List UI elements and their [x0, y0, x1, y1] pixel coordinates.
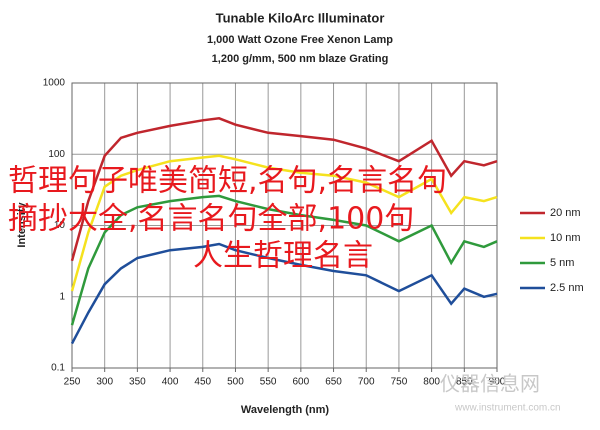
series-line — [70, 154, 498, 292]
x-tick-label: 650 — [325, 377, 342, 388]
legend-label: 10 nm — [550, 232, 581, 244]
legend-label: 5 nm — [550, 257, 574, 269]
overlay-text: 人生哲理名言 — [193, 239, 373, 274]
x-tick-label: 550 — [260, 377, 277, 388]
chart-subtitle: 1,200 g/mm, 500 nm blaze Grating — [212, 53, 389, 65]
x-tick-label: 900 — [489, 377, 506, 388]
y-tick-label: 1000 — [43, 78, 66, 89]
plot-frame — [71, 82, 498, 369]
y-tick-label: 100 — [48, 149, 65, 160]
legend-label: 20 nm — [550, 207, 581, 219]
y-tick-label: 0.1 — [51, 363, 65, 374]
overlay-text: 哲理句子唯美简短,名句,名言名句 — [8, 164, 447, 199]
x-tick-label: 800 — [423, 377, 440, 388]
x-tick-label: 500 — [227, 377, 244, 388]
x-tick-label: 750 — [391, 377, 408, 388]
x-tick-label: 350 — [129, 377, 146, 388]
y-tick-label: 10 — [54, 220, 66, 231]
series-line — [70, 117, 498, 262]
x-tick-label: 400 — [162, 377, 179, 388]
overlay-text: 摘抄大全,名言名句全部,100句 — [8, 202, 414, 237]
chart-title: Tunable KiloArc Illuminator — [216, 10, 385, 25]
x-tick-label: 700 — [358, 377, 375, 388]
x-tick-label: 300 — [96, 377, 113, 388]
x-tick-label: 450 — [194, 377, 211, 388]
watermark: www.instrument.com.cn — [454, 403, 561, 414]
chart-subtitle: 1,000 Watt Ozone Free Xenon Lamp — [207, 34, 393, 46]
y-tick-label: 1 — [59, 291, 65, 302]
y-axis-label: Intensity — [16, 202, 28, 248]
x-tick-label: 850 — [456, 377, 473, 388]
watermark: 仪器信息网 — [440, 372, 540, 395]
legend-label: 2.5 nm — [550, 282, 584, 294]
series-line — [70, 242, 498, 345]
x-axis-label: Wavelength (nm) — [241, 404, 330, 416]
x-tick-label: 600 — [293, 377, 310, 388]
series-line — [70, 194, 498, 326]
x-tick-label: 250 — [64, 377, 81, 388]
